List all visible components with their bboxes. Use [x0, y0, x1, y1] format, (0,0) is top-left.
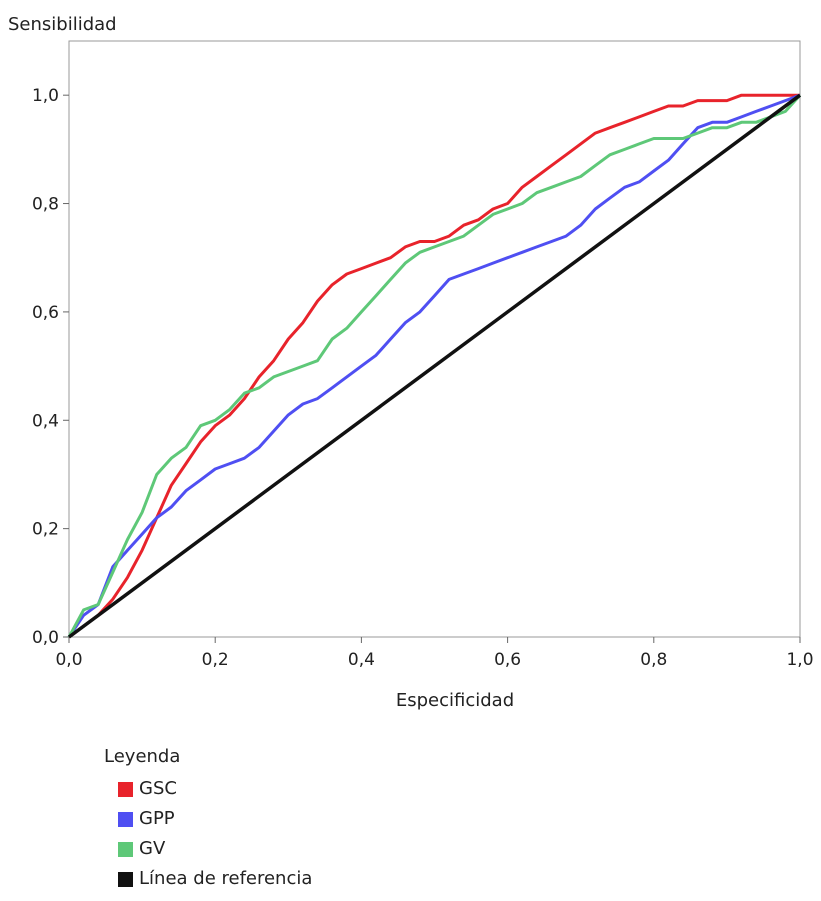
x-axis-title: Especificidad — [396, 690, 514, 711]
series-line-gsc — [68, 93, 800, 639]
legend-item-gsc: GSC — [118, 774, 312, 804]
x-tick-label: 0,8 — [640, 650, 667, 670]
reference-line — [67, 93, 802, 639]
legend-label-gsc: GSC — [139, 778, 177, 799]
legend-title: Leyenda — [104, 746, 181, 767]
plot-frame — [68, 40, 801, 638]
legend-label-gv: GV — [139, 838, 166, 859]
x-tick-label: 0,0 — [55, 650, 82, 670]
x-tick-label: 0,6 — [494, 650, 521, 670]
y-tick-label: 0,6 — [32, 303, 59, 323]
roc-chart: Sensibilidad 0,00,20,40,60,81,0 0,0 0,2 0,… — [8, 14, 814, 711]
legend-swatch-gsc — [118, 781, 133, 797]
y-tick-label: 0,0 — [32, 628, 59, 648]
x-tick-label: 0,4 — [348, 650, 375, 670]
legend-label-reference: Línea de referencia — [139, 868, 313, 889]
legend-swatch-gpp — [118, 811, 133, 827]
legend-swatch-gv — [118, 841, 133, 857]
legend-item-reference: Línea de referencia — [118, 864, 312, 894]
x-tick-label: 1,0 — [786, 650, 813, 670]
x-tick-label: 0,2 — [202, 650, 229, 670]
y-axis: 0,0 0,2 0,4 0,6 0,8 1,0 — [32, 86, 69, 648]
y-tick-label: 1,0 — [32, 86, 59, 106]
series-line-gv — [67, 94, 802, 638]
x-axis: 0,0 0,2 0,4 0,6 0,8 1,0 — [55, 637, 814, 670]
y-tick-label: 0,8 — [32, 195, 59, 215]
legend-item-gpp: GPP — [118, 804, 312, 834]
y-axis-title: Sensibilidad — [8, 14, 117, 35]
legend: Leyenda GSC GPP GV Línea de referencia — [104, 742, 312, 894]
series-line-gpp — [67, 93, 801, 638]
y-tick-label: 0,2 — [32, 520, 59, 540]
legend-item-gv: GV — [118, 834, 312, 864]
legend-label-gpp: GPP — [139, 808, 175, 829]
y-tick-label: 0,4 — [32, 411, 59, 431]
series-layer — [67, 93, 802, 639]
legend-swatch-reference — [118, 871, 133, 887]
